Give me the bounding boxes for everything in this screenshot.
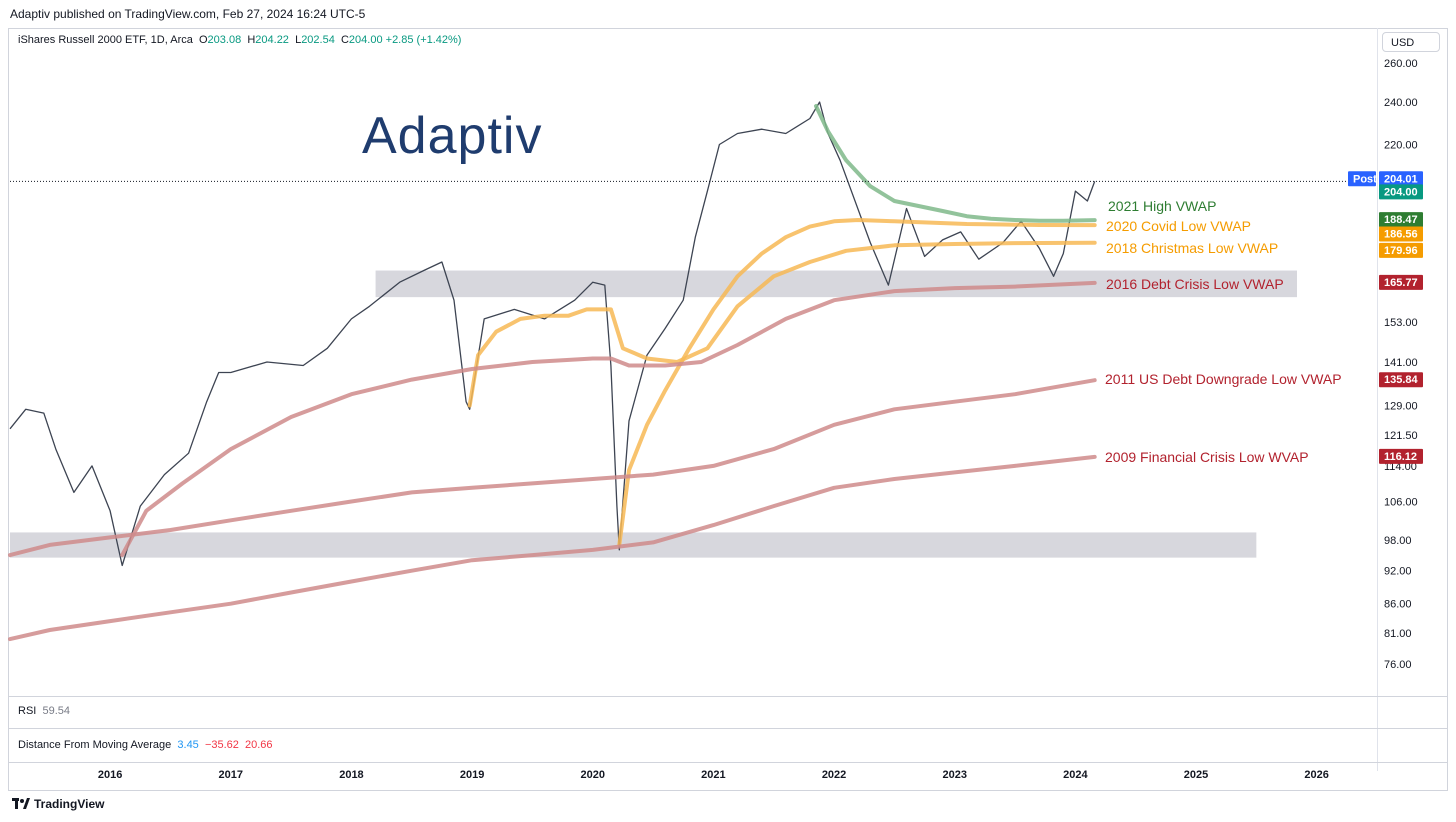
vwap-2018-christmas-line	[467, 240, 1097, 408]
time-axis-labels: 2016 2017 2018 2019 2020 2021 2022 2023 2024 2025…	[98, 769, 1329, 781]
tradingview-logo-icon	[12, 798, 30, 809]
open-value: 203.08	[207, 34, 242, 46]
rsi-pane-divider[interactable]	[8, 696, 1448, 697]
price-tick-label: 106.00	[1384, 496, 1418, 508]
annotation-2011-downgrade: 2011 US Debt Downgrade Low VWAP	[1105, 371, 1342, 387]
vwap-2021-high-line	[814, 104, 1097, 223]
chart-frame	[8, 28, 1448, 791]
post-value-badge: 204.01	[1379, 171, 1423, 187]
time-tick-label: 2021	[701, 769, 725, 781]
post-badge: Post	[1348, 171, 1377, 187]
published-caption: Adaptiv published on TradingView.com, Fe…	[10, 7, 366, 21]
price-line	[9, 101, 1096, 567]
vwap-2011-downgrade-line	[8, 378, 1097, 558]
rsi-legend[interactable]: RSI 59.54	[18, 705, 70, 717]
vwap-2009-badge: 116.12	[1379, 448, 1423, 464]
vwap-series	[8, 104, 1097, 642]
vwap-2016-badge: 165.77	[1379, 274, 1423, 290]
price-tick-label: 240.00	[1384, 97, 1418, 109]
time-tick-label: 2020	[581, 769, 605, 781]
close-value: 204.00	[348, 34, 383, 46]
vwap-2009-badge-bg	[1379, 448, 1423, 464]
vwap-2020-covid-line	[617, 218, 1097, 547]
symbol-legend[interactable]: iShares Russell 2000 ETF, 1D, Arca O203.…	[18, 34, 462, 46]
tradingview-label: TradingView	[34, 797, 105, 811]
price-tick-label: 141.00	[1384, 357, 1418, 369]
price-tick-label: 260.00	[1384, 58, 1418, 70]
vwap-2021-badge-bg	[1379, 212, 1423, 228]
last-price-badge: 204.00	[1379, 184, 1423, 200]
time-tick-label: 2022	[822, 769, 846, 781]
time-tick-label: 2025	[1184, 769, 1208, 781]
vwap-2018-badge-bg	[1379, 242, 1423, 258]
time-tick-label: 2016	[98, 769, 122, 781]
currency-button[interactable]: USD	[1382, 32, 1440, 52]
price-tick-label: 220.00	[1384, 139, 1418, 151]
vwap-2009-financial-line	[8, 454, 1097, 642]
vwap-2020-badge-text: 186.56	[1384, 229, 1418, 241]
post-value-badge-bg	[1379, 171, 1423, 187]
vwap-2011-badge-text: 135.84	[1384, 374, 1419, 386]
time-axis-divider	[8, 762, 1448, 763]
annotation-2009-financial: 2009 Financial Crisis Low WVAP	[1105, 449, 1309, 465]
vwap-2021-badge: 188.47	[1379, 212, 1423, 228]
price-tick-label: 98.00	[1384, 535, 1412, 547]
vwap-2018-badge: 179.96	[1379, 242, 1423, 258]
low-value: 202.54	[301, 34, 335, 46]
dfma-value-1: 3.45	[177, 739, 199, 751]
vwap-2016-badge-text: 165.77	[1384, 277, 1418, 289]
time-tick-label: 2019	[460, 769, 484, 781]
price-tick-label: 86.00	[1384, 599, 1412, 611]
price-tick-label: 81.00	[1384, 628, 1412, 640]
change-value: +2.85 (+1.42%)	[385, 34, 462, 46]
price-tick-label: 153.00	[1384, 317, 1418, 329]
dfma-legend[interactable]: Distance From Moving Average 3.45 −35.62…	[18, 739, 273, 751]
rsi-value: 59.54	[42, 705, 70, 717]
adaptiv-logo: Adaptiv	[362, 106, 542, 166]
dfma-value-3: 20.66	[245, 739, 273, 751]
time-tick-label: 2024	[1063, 769, 1088, 781]
time-tick-label: 2023	[942, 769, 966, 781]
support-band-1	[375, 270, 1297, 298]
time-tick-label: 2018	[339, 769, 363, 781]
time-tick-label: 2026	[1304, 769, 1328, 781]
annotation-2020-covid: 2020 Covid Low VWAP	[1106, 218, 1251, 234]
price-tick-label: 92.00	[1384, 566, 1412, 578]
post-badge-bg	[1348, 171, 1376, 187]
vwap-2011-badge-bg	[1379, 372, 1423, 388]
post-badge-text: Post	[1353, 173, 1377, 185]
vwap-2020-badge: 186.56	[1379, 226, 1423, 242]
vwap-2009-badge-text: 116.12	[1384, 451, 1417, 463]
vwap-2011-badge: 135.84	[1379, 372, 1423, 388]
vwap-2021-badge-text: 188.47	[1384, 214, 1418, 226]
last-price-badge-bg	[1379, 184, 1423, 200]
annotation-2018-christmas: 2018 Christmas Low VWAP	[1106, 240, 1279, 256]
post-value-badge-text: 204.01	[1384, 173, 1418, 185]
dfma-pane-divider[interactable]	[8, 728, 1448, 729]
price-tick-label: 129.00	[1384, 400, 1418, 412]
price-tick-label: 114.00	[1384, 461, 1417, 473]
price-axis-divider	[1377, 28, 1378, 771]
annotation-2021-high: 2021 High VWAP	[1108, 198, 1217, 214]
vwap-2018-badge-text: 179.96	[1384, 245, 1418, 257]
vwap-2016-debt-line	[120, 280, 1097, 558]
annotation-2016-debt: 2016 Debt Crisis Low VWAP	[1106, 276, 1284, 292]
price-series	[9, 101, 1096, 567]
last-price-badge-text: 204.00	[1384, 186, 1418, 198]
vwap-2016-badge-bg	[1379, 274, 1423, 290]
price-tick-label: 76.00	[1384, 659, 1412, 671]
high-value: 204.22	[255, 34, 289, 46]
dfma-label: Distance From Moving Average	[18, 739, 172, 751]
dfma-value-2: −35.62	[204, 739, 239, 751]
logo-text: Adaptiv	[362, 107, 543, 165]
symbol-name: iShares Russell 2000 ETF, 1D, Arca	[18, 34, 193, 46]
price-axis-ticks: 260.00 240.00 220.00 153.00 141.00 129.00 121.…	[1384, 58, 1418, 671]
rsi-label: RSI	[18, 705, 37, 717]
tradingview-brand[interactable]: TradingView	[12, 797, 104, 811]
vwap-2020-badge-bg	[1379, 226, 1423, 242]
time-tick-label: 2017	[219, 769, 243, 781]
price-tick-label: 121.50	[1384, 430, 1418, 442]
